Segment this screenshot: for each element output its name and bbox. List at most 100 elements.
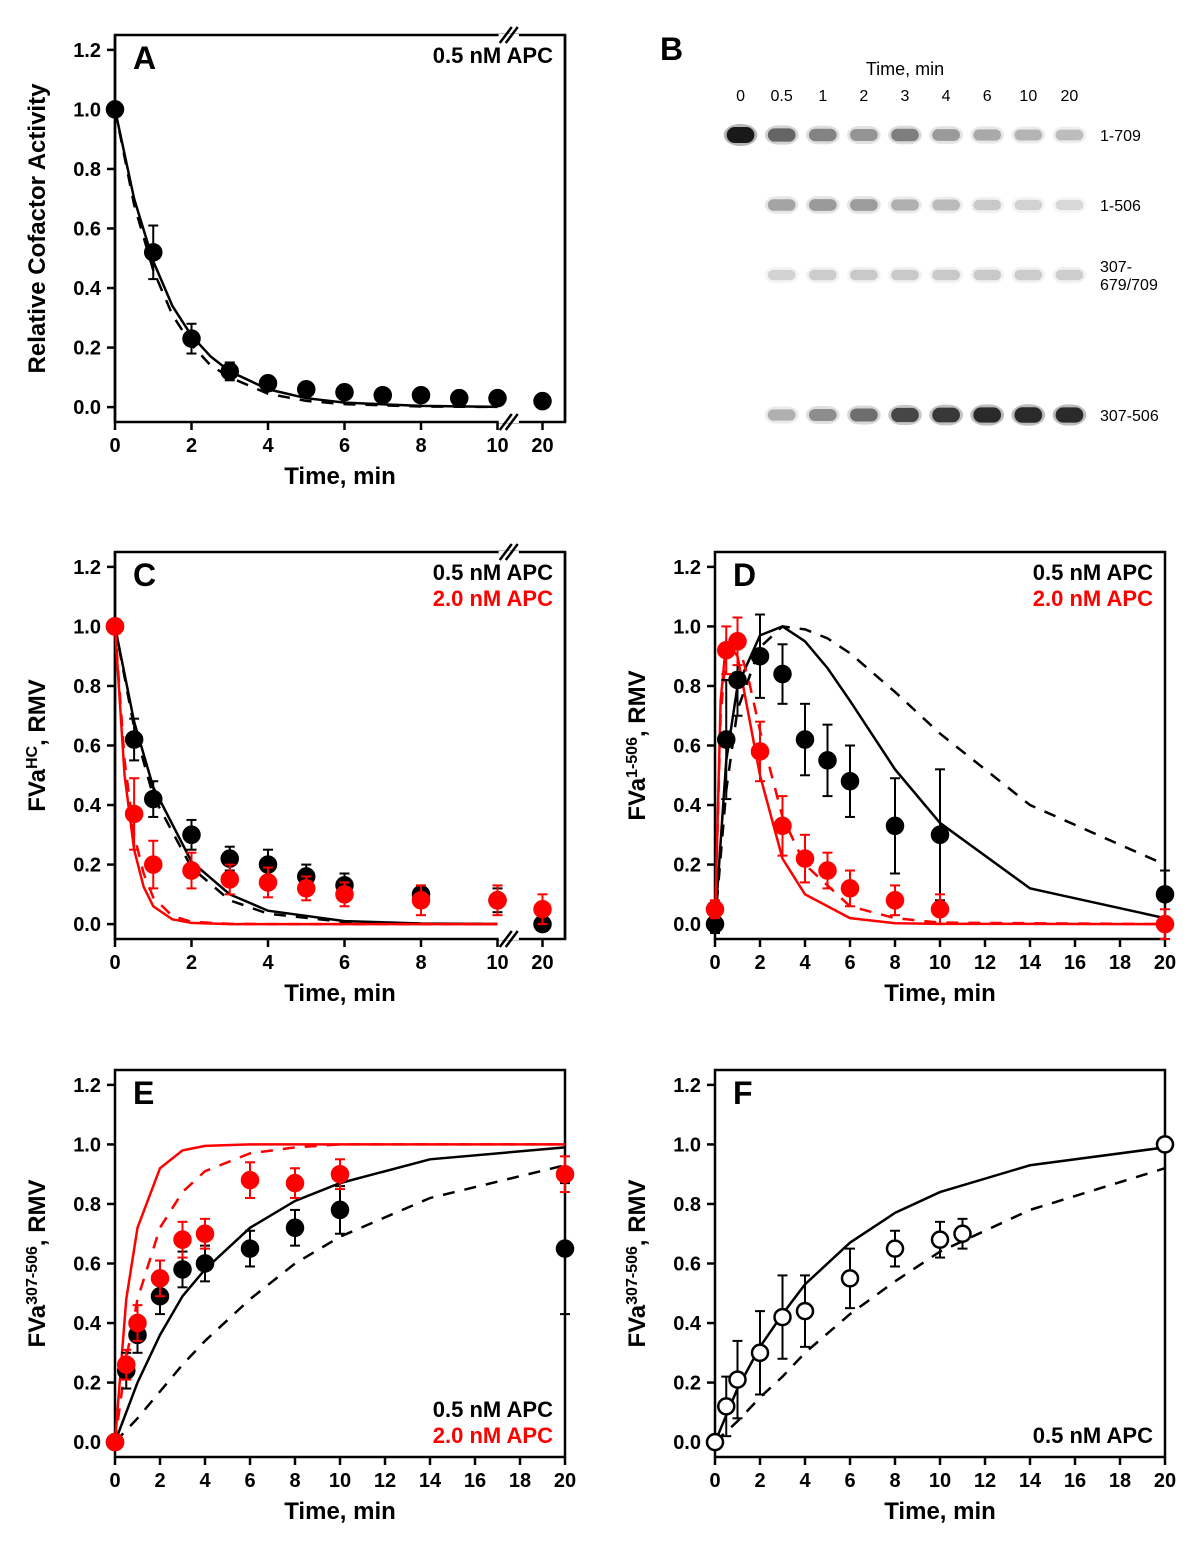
svg-text:6: 6	[339, 435, 350, 457]
svg-text:0.6: 0.6	[673, 736, 701, 758]
svg-text:Relative Cofactor Activity: Relative Cofactor Activity	[24, 83, 51, 374]
svg-text:4: 4	[799, 1470, 811, 1492]
svg-text:0.0: 0.0	[73, 914, 101, 936]
svg-text:12: 12	[974, 952, 996, 974]
svg-text:2: 2	[859, 88, 868, 105]
svg-text:Time, min: Time, min	[284, 980, 396, 1007]
svg-text:FVa307-506, RMV: FVa307-506, RMV	[624, 1179, 652, 1347]
svg-text:8: 8	[415, 952, 426, 974]
svg-text:2: 2	[754, 952, 765, 974]
svg-text:0.4: 0.4	[673, 1313, 702, 1335]
svg-text:4: 4	[262, 952, 274, 974]
panel-a: 0246810200.00.20.40.60.81.01.2Time, minR…	[20, 20, 580, 507]
svg-text:0.2: 0.2	[73, 1372, 101, 1394]
svg-text:0: 0	[109, 435, 120, 457]
svg-text:307-506: 307-506	[1100, 408, 1159, 425]
svg-text:18: 18	[1109, 1470, 1131, 1492]
svg-text:2: 2	[754, 1470, 765, 1492]
svg-text:18: 18	[509, 1470, 531, 1492]
svg-text:0.0: 0.0	[73, 397, 101, 419]
panel-f: 024681012141618200.00.20.40.60.81.01.2Ti…	[620, 1055, 1180, 1542]
svg-text:8: 8	[289, 1470, 300, 1492]
svg-text:8: 8	[889, 952, 900, 974]
svg-text:12: 12	[374, 1470, 396, 1492]
svg-text:8: 8	[889, 1470, 900, 1492]
svg-text:0: 0	[109, 1470, 120, 1492]
svg-text:14: 14	[1019, 952, 1042, 974]
svg-text:16: 16	[1064, 1470, 1086, 1492]
svg-text:307-: 307-	[1100, 259, 1132, 276]
svg-text:0.6: 0.6	[73, 736, 101, 758]
svg-text:0.0: 0.0	[73, 1432, 101, 1454]
panel-b: BTime, min00.51234610201-7091-506307-679…	[620, 20, 1180, 507]
svg-text:FVaHC, RMV: FVaHC, RMV	[24, 680, 52, 812]
svg-text:10: 10	[929, 952, 951, 974]
svg-text:0.4: 0.4	[73, 795, 102, 817]
svg-text:2: 2	[186, 952, 197, 974]
svg-text:20: 20	[531, 952, 553, 974]
svg-text:Time, min: Time, min	[884, 980, 996, 1007]
svg-text:4: 4	[262, 435, 274, 457]
svg-text:1.0: 1.0	[73, 99, 101, 121]
svg-text:1.2: 1.2	[73, 40, 101, 62]
svg-text:0: 0	[736, 88, 745, 105]
svg-text:14: 14	[1019, 1470, 1042, 1492]
svg-text:12: 12	[974, 1470, 996, 1492]
svg-text:1.0: 1.0	[673, 617, 701, 639]
svg-text:1.0: 1.0	[673, 1134, 701, 1156]
svg-text:4: 4	[199, 1470, 211, 1492]
svg-text:10: 10	[329, 1470, 351, 1492]
svg-text:Time, min: Time, min	[284, 1498, 396, 1525]
svg-text:16: 16	[464, 1470, 486, 1492]
svg-text:3: 3	[901, 88, 910, 105]
svg-text:4: 4	[942, 88, 951, 105]
svg-text:16: 16	[1064, 952, 1086, 974]
svg-text:0.8: 0.8	[673, 676, 701, 698]
svg-text:1.2: 1.2	[673, 1075, 701, 1097]
svg-text:2.0 nM APC: 2.0 nM APC	[1033, 586, 1153, 611]
svg-text:14: 14	[419, 1470, 442, 1492]
svg-text:0.8: 0.8	[73, 1194, 101, 1216]
svg-text:0.6: 0.6	[73, 219, 101, 241]
svg-text:1-709: 1-709	[1100, 128, 1141, 145]
panel-e: 024681012141618200.00.20.40.60.81.01.2Ti…	[20, 1055, 580, 1542]
svg-text:Time, min: Time, min	[866, 59, 944, 79]
svg-text:0.0: 0.0	[673, 914, 701, 936]
svg-text:FVa1-506, RMV: FVa1-506, RMV	[624, 671, 652, 821]
svg-text:10: 10	[1019, 88, 1037, 105]
svg-text:2: 2	[186, 435, 197, 457]
svg-text:10: 10	[929, 1470, 951, 1492]
svg-text:2.0 nM APC: 2.0 nM APC	[433, 586, 553, 611]
svg-text:0.5 nM APC: 0.5 nM APC	[1033, 1423, 1153, 1448]
svg-text:20: 20	[1061, 88, 1079, 105]
svg-text:0.2: 0.2	[73, 338, 101, 360]
svg-text:18: 18	[1109, 952, 1131, 974]
svg-text:B: B	[660, 31, 683, 67]
svg-text:0.8: 0.8	[73, 159, 101, 181]
svg-text:D: D	[733, 557, 756, 593]
svg-text:0.2: 0.2	[673, 855, 701, 877]
svg-text:1-506: 1-506	[1100, 198, 1141, 215]
svg-text:6: 6	[844, 1470, 855, 1492]
svg-text:6: 6	[244, 1470, 255, 1492]
panel-d: 024681012141618200.00.20.40.60.81.01.2Ti…	[620, 537, 1180, 1024]
svg-text:0.0: 0.0	[673, 1432, 701, 1454]
panel-c: 0246810200.00.20.40.60.81.01.2Time, minF…	[20, 537, 580, 1024]
svg-text:C: C	[133, 557, 156, 593]
svg-text:1.2: 1.2	[673, 557, 701, 579]
svg-text:10: 10	[486, 952, 508, 974]
svg-text:0.4: 0.4	[73, 278, 102, 300]
svg-text:20: 20	[1154, 952, 1176, 974]
svg-text:679/709: 679/709	[1100, 277, 1158, 294]
svg-text:0.2: 0.2	[673, 1372, 701, 1394]
svg-text:Time, min: Time, min	[284, 463, 396, 490]
svg-text:FVa307-506, RMV: FVa307-506, RMV	[24, 1179, 52, 1347]
svg-text:0.5 nM APC: 0.5 nM APC	[433, 560, 553, 585]
svg-text:20: 20	[1154, 1470, 1176, 1492]
svg-text:6: 6	[983, 88, 992, 105]
svg-text:F: F	[733, 1075, 753, 1111]
svg-text:0.5: 0.5	[771, 88, 793, 105]
svg-text:8: 8	[415, 435, 426, 457]
svg-text:0.2: 0.2	[73, 855, 101, 877]
svg-text:1.2: 1.2	[73, 1075, 101, 1097]
